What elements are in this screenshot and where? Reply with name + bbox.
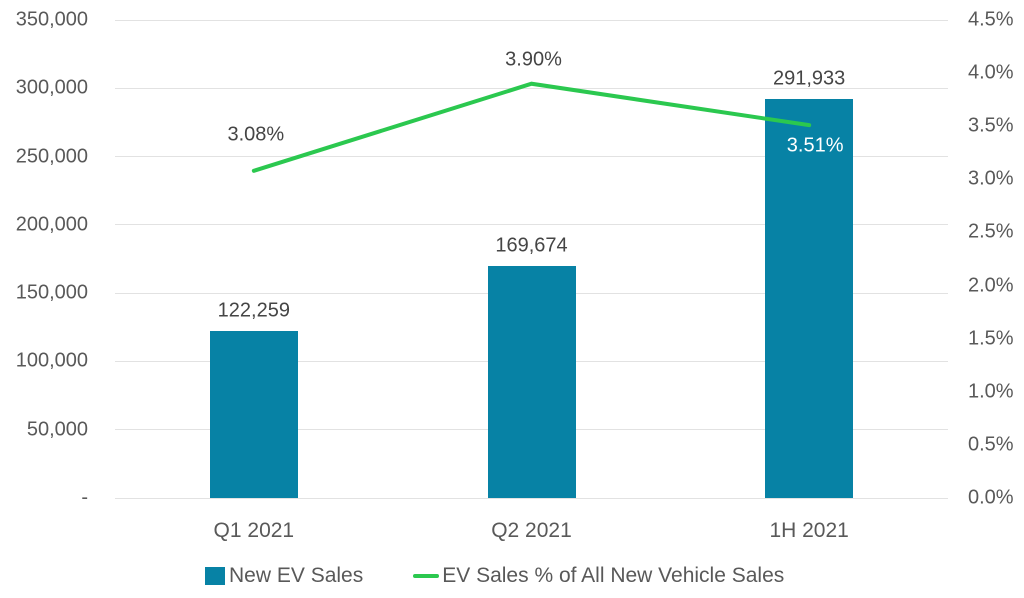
left-axis-tick-label: 100,000	[15, 349, 88, 372]
right-axis-tick-label: 1.0%	[968, 380, 1014, 403]
gridline	[115, 19, 948, 21]
left-axis-tick-label: -	[81, 486, 88, 509]
gridline	[115, 497, 948, 499]
right-axis-tick-label: 2.0%	[968, 274, 1014, 297]
right-axis-tick-label: 0.0%	[968, 486, 1014, 509]
gridline	[115, 224, 948, 226]
category-label: 1H 2021	[769, 519, 849, 542]
category-label: Q1 2021	[213, 519, 295, 542]
bar-data-label: 169,674	[495, 234, 568, 257]
line-series-swatch	[413, 574, 440, 578]
line-data-label: 3.08%	[227, 123, 285, 146]
left-axis-tick-label: 350,000	[15, 8, 88, 31]
category-label: Q2 2021	[491, 519, 572, 542]
right-axis-tick-label: 2.5%	[968, 220, 1014, 243]
line-path	[251, 81, 812, 173]
right-axis-tick-label: 4.5%	[968, 8, 1014, 31]
left-axis-tick-label: 250,000	[15, 145, 88, 168]
right-axis-tick-label: 4.0%	[968, 61, 1014, 84]
legend-label-new-ev-sales: New EV Sales	[229, 564, 364, 587]
left-axis-tick-label: 300,000	[15, 76, 88, 99]
left-axis-tick-label: 50,000	[26, 418, 88, 441]
bar	[487, 266, 576, 498]
right-axis-tick-label: 3.0%	[968, 167, 1014, 190]
line-data-label: 3.51%	[786, 134, 844, 157]
legend-item-new-ev-sales: New EV Sales	[205, 564, 363, 588]
left-axis-tick-label: 150,000	[15, 281, 88, 304]
left-axis-tick-label: 200,000	[15, 213, 88, 236]
line-data-label: 3.90%	[505, 48, 562, 71]
bar-data-label: 122,259	[217, 299, 290, 322]
bar	[765, 99, 854, 498]
right-axis-tick-label: 3.5%	[968, 114, 1014, 137]
bar	[209, 331, 298, 498]
legend-label-ev-sales-pct: EV Sales % of All New Vehicle Sales	[442, 564, 785, 587]
legend: New EV Sales EV Sales % of All New Vehic…	[205, 564, 784, 588]
right-axis-tick-label: 1.5%	[968, 327, 1014, 350]
bar-data-label: 291,933	[773, 67, 846, 90]
right-axis-tick-label: 0.5%	[968, 433, 1014, 456]
bar-series-swatch	[205, 567, 225, 585]
legend-item-ev-sales-pct: EV Sales % of All New Vehicle Sales	[413, 564, 784, 588]
